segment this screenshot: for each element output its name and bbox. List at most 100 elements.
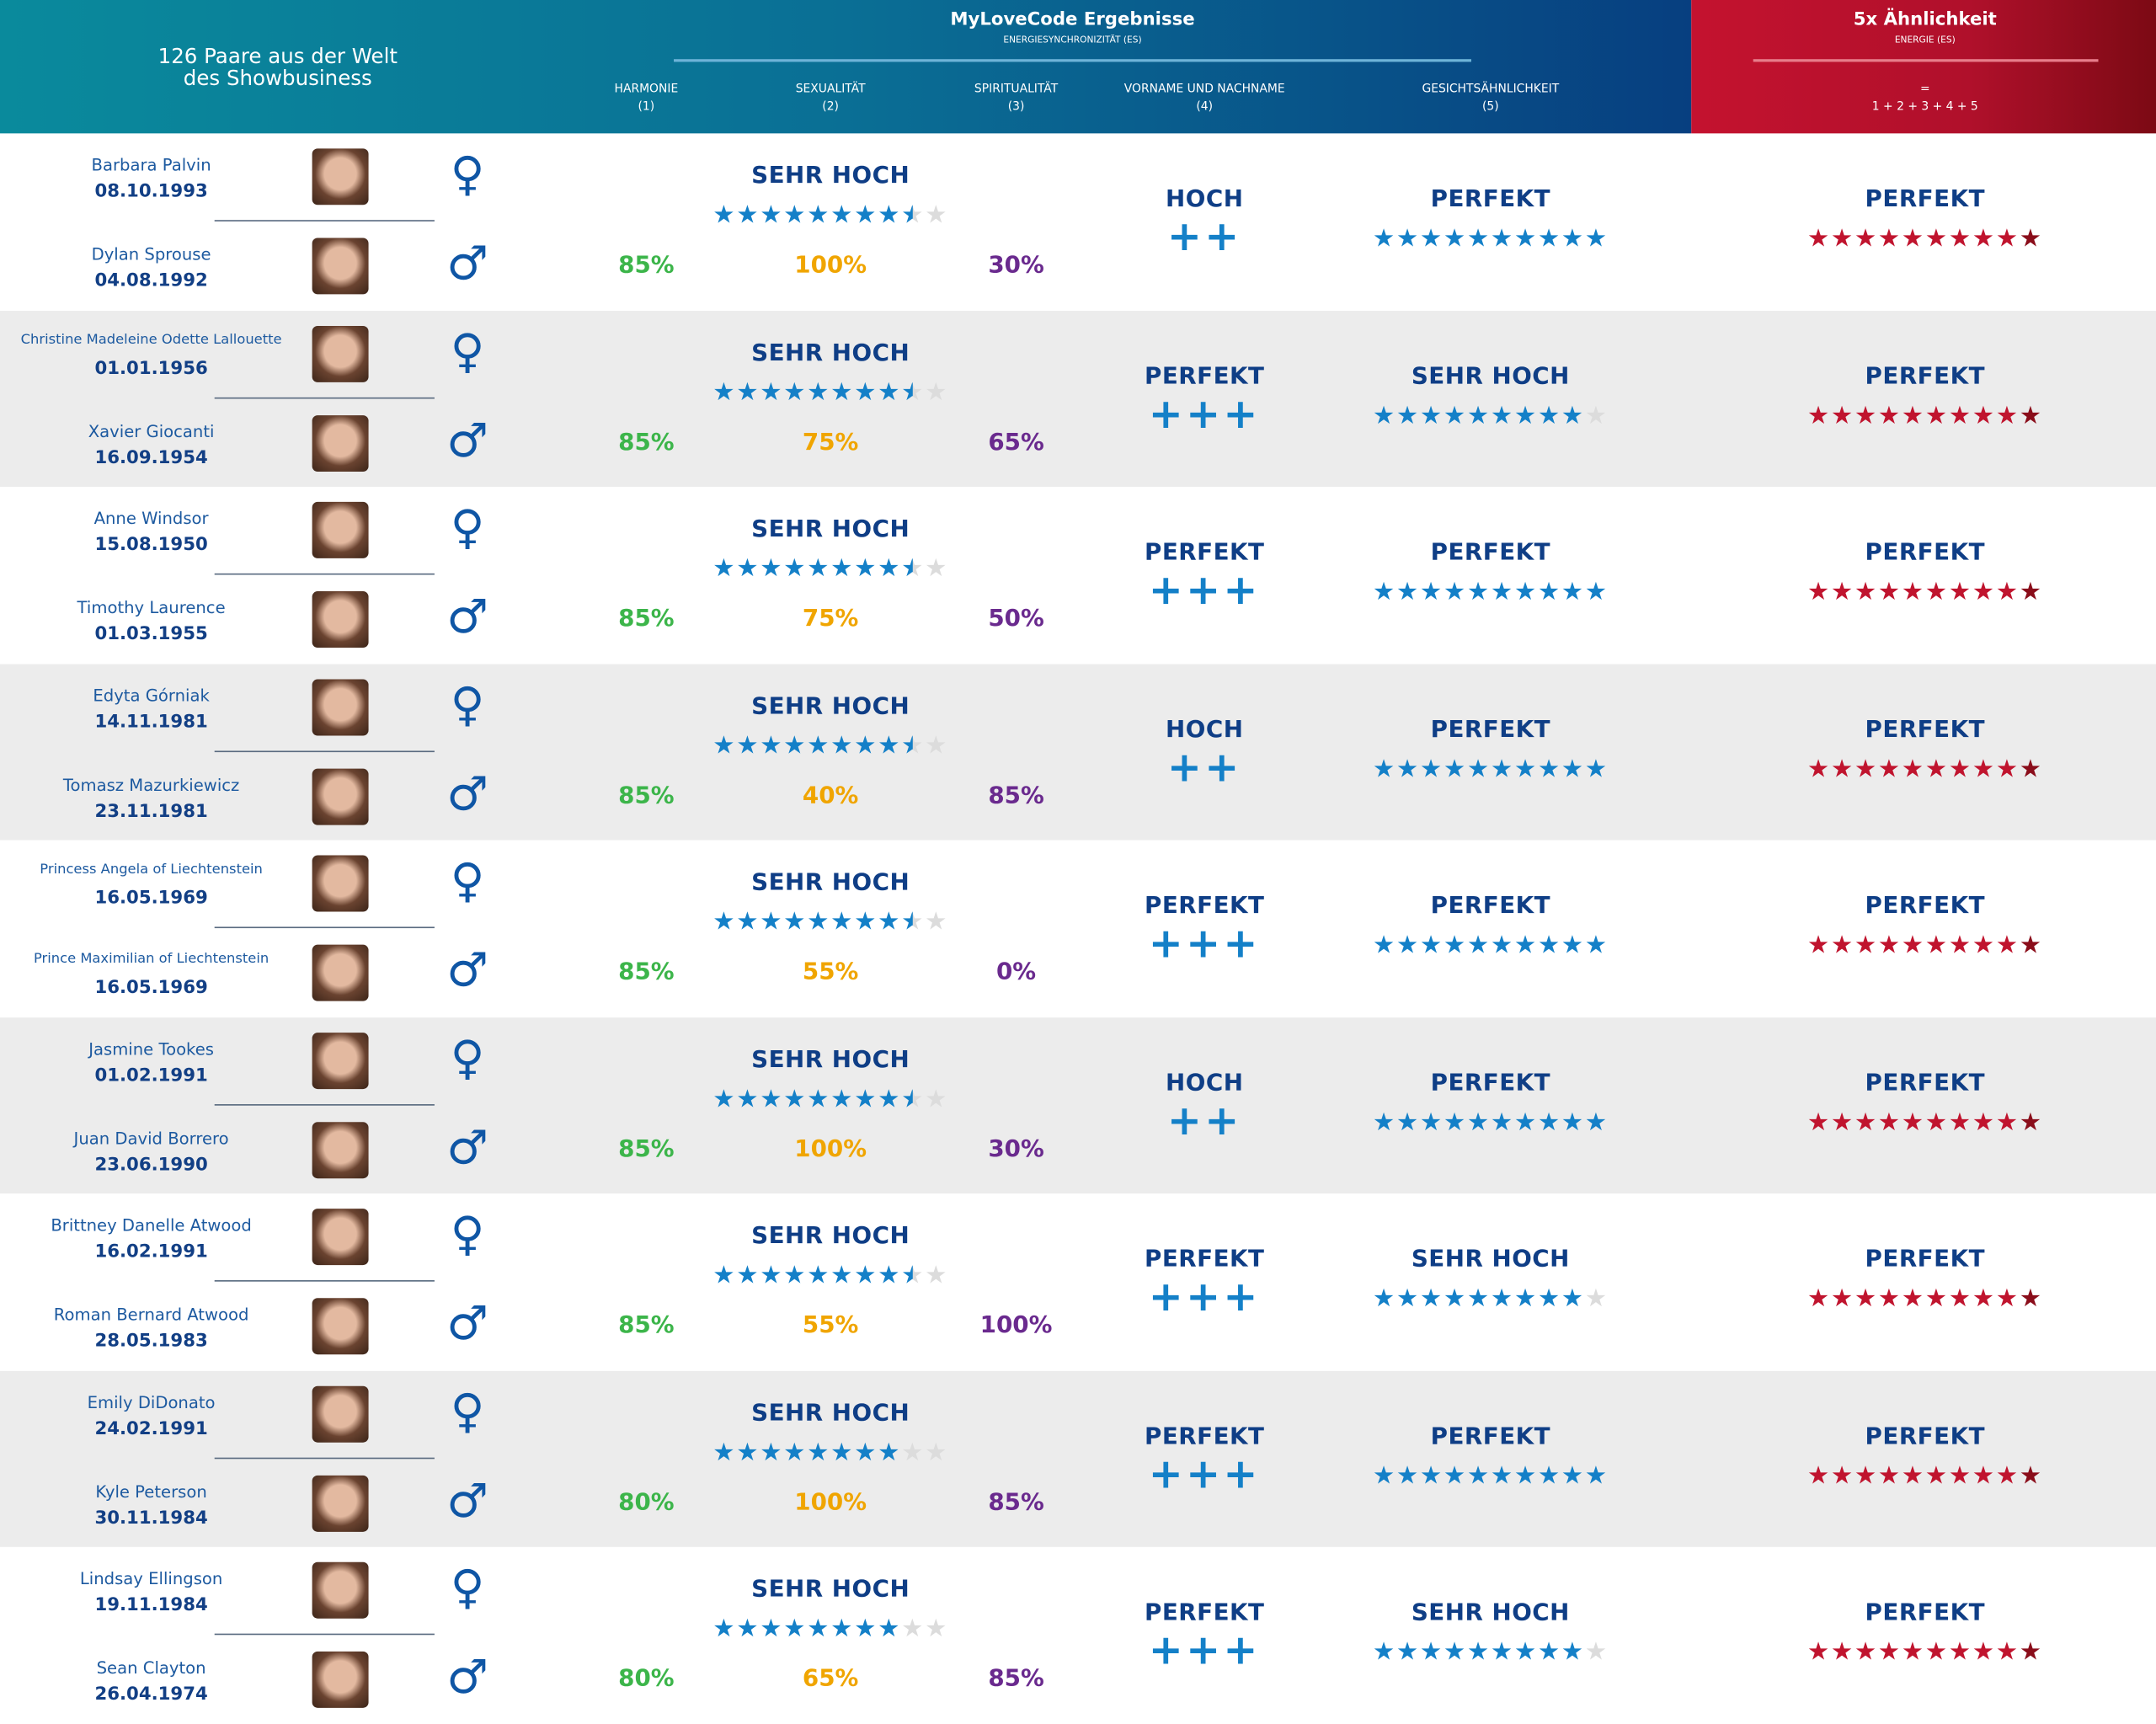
star-icon: ★ xyxy=(1466,400,1491,430)
spiritualitaet-percent: 65% xyxy=(988,428,1044,456)
sexualitaet-stars: ★★★★★★★★★★ xyxy=(712,730,949,761)
person2-portrait xyxy=(312,1475,369,1532)
star-icon: ★ xyxy=(1995,577,2020,607)
star-icon: ★ xyxy=(1584,1284,1609,1314)
left-title-line1: 126 Paare aus der Welt xyxy=(157,44,398,69)
energie-level: PERFEKT xyxy=(1865,539,1986,567)
star-icon: ★ xyxy=(1419,577,1444,607)
person2-birthdate: 23.11.1981 xyxy=(94,801,208,822)
star-icon: ★ xyxy=(1396,224,1420,254)
vorname-level: PERFEKT xyxy=(1145,1599,1265,1627)
star-icon: ★ xyxy=(736,377,760,407)
star-icon: ★ xyxy=(1901,754,1925,783)
person1-birthdate: 16.05.1969 xyxy=(94,888,208,910)
person1-portrait xyxy=(312,325,369,382)
person1-birthdate: 08.10.1993 xyxy=(94,181,208,203)
star-icon: ★ xyxy=(736,200,760,230)
spiritualitaet-percent: 100% xyxy=(979,1311,1053,1340)
person2-name: Prince Maximilian of Liechtenstein xyxy=(33,951,270,967)
person2-name: Roman Bernard Atwood xyxy=(53,1305,249,1325)
sexualitaet-percent: 75% xyxy=(802,428,859,456)
table-header: 126 Paare aus der Welt des Showbusiness … xyxy=(0,0,2156,134)
star-icon: ★ xyxy=(1924,1284,1949,1314)
main-divider xyxy=(674,59,1471,62)
star-icon: ★ xyxy=(783,1437,808,1467)
star-icon: ★ xyxy=(1806,224,1831,254)
vorname-plus-rating: +++ xyxy=(1148,566,1261,615)
col-num: (3) xyxy=(1007,100,1025,115)
star-icon: ★ xyxy=(925,1614,949,1644)
star-icon: ★ xyxy=(1806,754,1831,783)
star-icon: ★ xyxy=(1513,577,1538,607)
person2-name: Timothy Laurence xyxy=(77,598,226,618)
star-icon: ★ xyxy=(1901,1284,1925,1314)
star-icon: ★ xyxy=(901,907,926,937)
star-icon: ★ xyxy=(1537,1284,1561,1314)
star-icon: ★ xyxy=(1584,931,1609,960)
person2-birthdate: 26.04.1974 xyxy=(94,1684,208,1705)
person2-portrait xyxy=(312,414,369,472)
couple-divider xyxy=(214,1633,435,1636)
star-icon: ★ xyxy=(1972,754,1996,783)
vorname-level: PERFEKT xyxy=(1145,539,1265,567)
star-icon: ★ xyxy=(901,1437,926,1467)
star-icon: ★ xyxy=(1419,1284,1444,1314)
col-num: (4) xyxy=(1196,100,1214,115)
harmonie-percent: 80% xyxy=(618,1488,675,1517)
star-icon: ★ xyxy=(854,907,878,937)
star-icon: ★ xyxy=(1972,1108,1996,1137)
star-icon: ★ xyxy=(1924,400,1949,430)
sexualitaet-percent: 55% xyxy=(802,958,859,986)
star-icon: ★ xyxy=(1901,577,1925,607)
star-icon: ★ xyxy=(712,377,737,407)
star-icon: ★ xyxy=(925,200,949,230)
couple-row: Barbara Palvin 08.10.1993 ♀ Dylan Sprouse 04… xyxy=(0,133,2156,310)
star-icon: ★ xyxy=(1830,1284,1854,1314)
star-icon: ★ xyxy=(1490,224,1514,254)
header-main-band xyxy=(0,0,1692,134)
person2-portrait xyxy=(312,1651,369,1708)
star-icon: ★ xyxy=(1854,1460,1878,1491)
star-icon: ★ xyxy=(901,200,926,230)
star-icon: ★ xyxy=(1948,400,1972,430)
energie-level: PERFEKT xyxy=(1865,1599,1986,1627)
sexualitaet-stars: ★★★★★★★★★★ xyxy=(712,1086,948,1112)
star-icon: ★ xyxy=(1372,1637,1396,1667)
person1-birthdate: 19.11.1984 xyxy=(94,1594,208,1616)
star-icon: ★ xyxy=(1806,1108,1831,1137)
vorname-plus-rating: ++ xyxy=(1166,213,1242,262)
star-icon: ★ xyxy=(712,200,737,230)
star-icon: ★ xyxy=(1372,931,1396,960)
sexualitaet-stars: ★★★★★★★★★★ xyxy=(712,910,948,935)
sexualitaet-level: SEHR HOCH xyxy=(751,1576,910,1604)
star-icon: ★ xyxy=(2019,1637,2043,1667)
star-icon: ★ xyxy=(2019,577,2043,607)
star-icon: ★ xyxy=(1584,754,1609,783)
star-icon: ★ xyxy=(1901,1637,1925,1667)
harmonie-percent: 85% xyxy=(618,251,675,280)
person1-name: Christine Madeleine Odette Lallouette xyxy=(20,332,282,348)
star-icon: ★ xyxy=(1948,1108,1972,1137)
energie-level: PERFEKT xyxy=(1865,892,1986,921)
spiritualitaet-percent: 50% xyxy=(988,605,1044,633)
star-icon: ★ xyxy=(1372,1460,1396,1491)
star-icon: ★ xyxy=(1877,754,1902,783)
star-icon: ★ xyxy=(1466,224,1491,254)
star-icon: ★ xyxy=(783,730,808,761)
star-icon: ★ xyxy=(1854,931,1878,960)
star-icon: ★ xyxy=(1513,400,1538,430)
star-icon: ★ xyxy=(807,730,831,761)
col-label: SPIRITUALITÄT xyxy=(974,82,1059,97)
sexualitaet-level: SEHR HOCH xyxy=(751,1399,910,1427)
couple-row: Lindsay Ellingson 19.11.1984 ♀ Sean Clayton… xyxy=(0,1547,2156,1724)
star-icon: ★ xyxy=(1537,754,1561,783)
person2-name: Kyle Peterson xyxy=(95,1481,207,1502)
star-icon: ★ xyxy=(1419,400,1444,430)
star-icon: ★ xyxy=(712,553,737,584)
couple-row: Princess Angela of Liechtenstein 16.05.19… xyxy=(0,841,2156,1017)
star-icon: ★ xyxy=(712,1614,737,1644)
star-icon: ★ xyxy=(878,377,902,407)
star-icon: ★ xyxy=(925,730,949,761)
star-icon: ★ xyxy=(807,1261,831,1290)
gesicht-level: SEHR HOCH xyxy=(1411,1246,1570,1273)
